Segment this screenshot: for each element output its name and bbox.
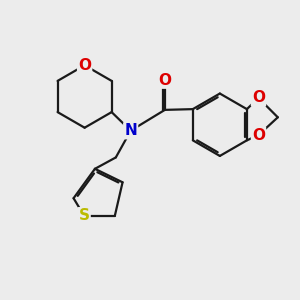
Text: O: O	[158, 73, 171, 88]
Text: O: O	[252, 128, 265, 142]
Text: N: N	[124, 123, 137, 138]
Text: S: S	[79, 208, 90, 223]
Text: O: O	[78, 58, 91, 73]
Text: O: O	[252, 91, 265, 106]
